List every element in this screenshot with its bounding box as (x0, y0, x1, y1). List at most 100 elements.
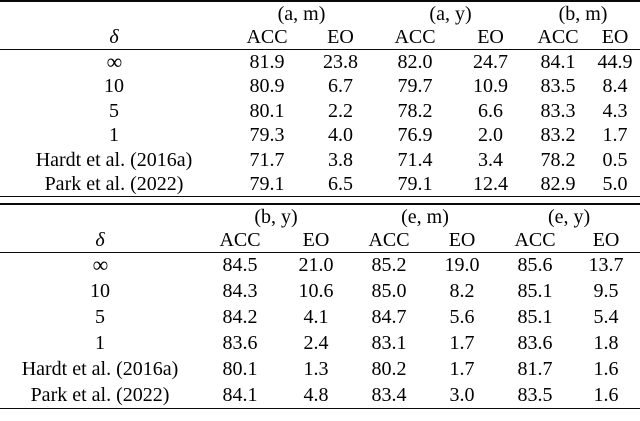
value-cell: 1.3 (303, 358, 329, 381)
value-cell: 85.2 (371, 254, 407, 277)
row-label: ∞ (92, 252, 109, 278)
value-cell: 4.0 (328, 124, 353, 147)
value-cell: 5.6 (449, 306, 475, 329)
metric-header-cell: EO (306, 26, 376, 50)
value-cell: 23.8 (323, 50, 358, 73)
value-cell: 84.3 (222, 280, 258, 303)
table-row: Park et al. (2022) 84.1 4.8 83.4 3.0 83.5 1.6 (0, 382, 640, 408)
value-cell: 6.5 (328, 173, 353, 196)
value-cell: 1.7 (449, 358, 475, 381)
value-cell: 83.4 (371, 383, 407, 406)
value-cell: 24.7 (473, 50, 509, 73)
value-cell: 2.4 (303, 332, 329, 355)
value-cell: 8.4 (602, 74, 628, 97)
table-row: ∞ 81.9 23.8 82.0 24.7 84.1 44.9 (0, 49, 640, 74)
value-cell: 44.9 (597, 50, 633, 73)
value-cell: 5.0 (602, 173, 628, 196)
value-cell: 71.7 (249, 148, 285, 171)
group-header-cell: (a, y) (429, 3, 472, 25)
value-cell: 6.7 (328, 74, 353, 97)
value-cell: 83.1 (371, 332, 407, 355)
metric-header-cell: ACC (498, 229, 573, 253)
value-cell: 79.1 (397, 173, 433, 196)
value-cell: 85.1 (517, 280, 553, 303)
group-header-spacer (0, 1, 228, 26)
group-header-cell: (e, m) (401, 206, 449, 229)
value-cell: 85.6 (517, 254, 553, 277)
value-cell: 5.4 (593, 306, 619, 329)
table-row: Hardt et al. (2016a) 80.1 1.3 80.2 1.7 81.7 1.… (0, 356, 640, 382)
value-cell: 85.1 (517, 306, 553, 329)
value-cell: 21.0 (298, 254, 334, 277)
group-header-cell: (a, m) (277, 3, 326, 25)
row-label: 10 (90, 280, 110, 303)
table-row: 5 80.1 2.2 78.2 6.6 83.3 4.3 (0, 98, 640, 123)
sub-header-row: δ ACC EO ACC EO ACC EO (0, 26, 640, 50)
value-cell: 19.0 (444, 254, 480, 277)
table-row: 10 84.3 10.6 85.0 8.2 85.1 9.5 (0, 278, 640, 304)
row-label: 1 (109, 124, 119, 147)
table-row: 1 83.6 2.4 83.1 1.7 83.6 1.8 (0, 330, 640, 356)
table-row: 1 79.3 4.0 76.9 2.0 83.2 1.7 (0, 123, 640, 148)
value-cell: 85.0 (371, 280, 407, 303)
value-cell: 80.1 (222, 358, 258, 381)
value-cell: 80.1 (249, 99, 285, 122)
value-cell: 1.7 (449, 332, 475, 355)
value-cell: 4.8 (303, 383, 329, 406)
value-cell: 76.9 (397, 124, 433, 147)
value-cell: 79.1 (249, 173, 285, 196)
value-cell: 8.2 (449, 280, 475, 303)
value-cell: 0.5 (602, 148, 628, 171)
table-row: ∞ 84.5 21.0 85.2 19.0 85.6 13.7 (0, 252, 640, 278)
value-cell: 84.1 (222, 383, 258, 406)
value-cell: 81.7 (517, 358, 553, 381)
value-cell: 71.4 (397, 148, 433, 171)
group-header-cell: (b, m) (558, 3, 608, 25)
value-cell: 1.7 (602, 124, 628, 147)
row-label: Park et al. (2022) (30, 383, 170, 406)
value-cell: 78.2 (540, 148, 576, 171)
value-cell: 83.2 (540, 124, 576, 147)
value-cell: 84.7 (371, 306, 407, 329)
value-cell: 83.6 (517, 332, 553, 355)
metric-header-cell: ACC (228, 26, 306, 50)
value-cell: 1.6 (593, 358, 619, 381)
group-header-cell: (b, y) (254, 206, 298, 229)
metric-header-cell: ACC (526, 26, 591, 50)
value-cell: 13.7 (588, 254, 624, 277)
metric-header-cell: ACC (200, 229, 280, 253)
row-label: 10 (104, 74, 124, 97)
value-cell: 2.2 (328, 99, 353, 122)
value-cell: 84.1 (540, 50, 576, 73)
sub-header-row: δ ACC EO ACC EO ACC EO (0, 229, 640, 253)
group-header-row: (b, y) (e, m) (e, y) (0, 204, 640, 229)
metric-header-cell: EO (590, 26, 640, 50)
group-header-cell: (e, y) (547, 206, 591, 229)
value-cell: 1.8 (593, 332, 619, 355)
metric-header-cell: EO (455, 26, 527, 50)
delta-column-header: δ (0, 229, 200, 253)
value-cell: 2.0 (478, 124, 504, 147)
value-cell: 83.5 (517, 383, 553, 406)
delta-column-header: δ (0, 26, 228, 50)
value-cell: 84.2 (222, 306, 258, 329)
value-cell: 9.5 (593, 280, 619, 303)
metric-header-cell: EO (280, 229, 353, 253)
results-table-bottom: (b, y) (e, m) (e, y) δ ACC EO ACC EO ACC EO ∞ 84.5 2… (0, 203, 640, 409)
value-cell: 83.3 (540, 99, 576, 122)
row-label: 5 (109, 99, 119, 122)
metric-header-cell: EO (572, 229, 640, 253)
value-cell: 1.6 (593, 383, 619, 406)
table-row: Park et al. (2022) 79.1 6.5 79.1 12.4 82.9 5.0 (0, 172, 640, 197)
value-cell: 82.0 (397, 50, 433, 73)
value-cell: 3.4 (478, 148, 504, 171)
group-header-row: (a, m) (a, y) (b, m) (0, 1, 640, 26)
row-label: 1 (95, 332, 105, 355)
row-label: Hardt et al. (2016a) (21, 358, 179, 381)
metric-header-cell: ACC (375, 26, 456, 50)
value-cell: 6.6 (478, 99, 504, 122)
value-cell: 4.3 (602, 99, 628, 122)
value-cell: 10.9 (473, 74, 509, 97)
value-cell: 80.2 (371, 358, 407, 381)
value-cell: 83.5 (540, 74, 576, 97)
